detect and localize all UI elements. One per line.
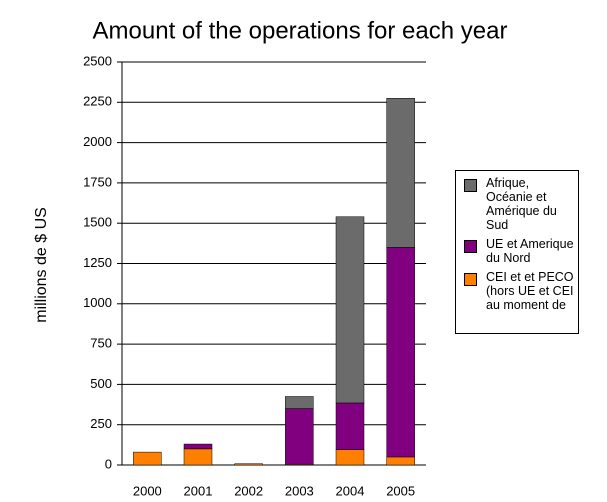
y-tick-label: 2000 xyxy=(83,134,112,149)
y-tick-label: 1500 xyxy=(83,215,112,230)
legend: Afrique, Océanie et Amérique du Sud UE et… xyxy=(455,170,579,334)
legend-swatch xyxy=(464,179,477,192)
x-tick-label: 2003 xyxy=(285,483,314,498)
bar-segment xyxy=(285,396,314,409)
y-tick-label: 250 xyxy=(90,416,112,431)
x-tick-label: 2002 xyxy=(234,483,263,498)
bar-segment xyxy=(335,402,365,450)
y-tick-label: 2500 xyxy=(83,53,112,68)
y-tick-label: 2250 xyxy=(83,94,112,109)
bar-segment xyxy=(335,449,365,466)
legend-swatch xyxy=(464,240,477,253)
legend-label: Afrique, Océanie et Amérique du Sud xyxy=(486,176,557,232)
x-tick-label: 2001 xyxy=(184,483,213,498)
bar-segment xyxy=(183,448,213,466)
y-tick-label: 500 xyxy=(90,376,112,391)
y-tick-label: 1750 xyxy=(83,174,112,189)
bar-segment xyxy=(386,247,415,458)
x-tick-label: 2000 xyxy=(133,483,162,498)
y-tick-label: 1250 xyxy=(83,255,112,270)
legend-label: UE et Amerique du Nord xyxy=(486,237,574,265)
legend-item: CEI et et PECO (hors UE et CEI au moment… xyxy=(456,265,578,312)
x-tick-label: 2004 xyxy=(336,483,365,498)
y-axis-label: millions de $ US xyxy=(33,207,50,323)
chart-title: Amount of the operations for each year xyxy=(93,17,508,44)
bar-segment xyxy=(133,451,162,466)
bar-segment xyxy=(386,456,415,466)
legend-item: UE et Amerique du Nord xyxy=(456,232,578,265)
y-tick-label: 1000 xyxy=(83,295,112,310)
y-tick-label: 750 xyxy=(90,336,112,351)
bar-segment xyxy=(285,408,314,465)
legend-swatch xyxy=(464,273,477,286)
legend-label: CEI et et PECO (hors UE et CEI au moment… xyxy=(486,270,574,312)
legend-item: Afrique, Océanie et Amérique du Sud xyxy=(456,171,578,232)
y-tick-label: 0 xyxy=(105,456,112,471)
bar-segment xyxy=(335,216,365,404)
bar-segment xyxy=(183,443,213,450)
bar-segment xyxy=(386,98,415,248)
x-tick-label: 2005 xyxy=(386,483,415,498)
bar-segment xyxy=(234,463,263,466)
